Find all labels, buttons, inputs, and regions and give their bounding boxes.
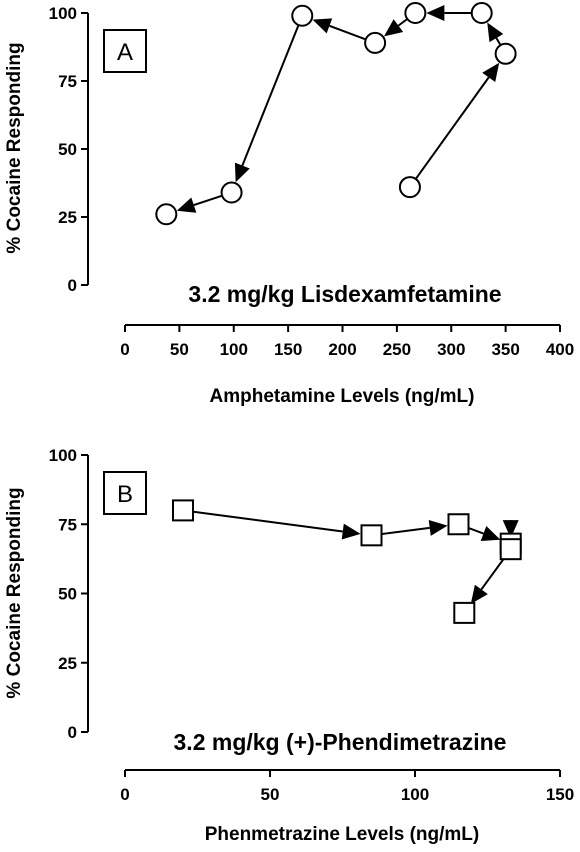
panel-a-x-tick-label: 150 xyxy=(274,340,302,359)
panel-a-y-tick-label: 25 xyxy=(58,208,77,227)
panel-a-y-ticks: 0 25 50 75 100 xyxy=(49,4,88,295)
panel-b-data-point xyxy=(499,538,522,561)
panel-a-series xyxy=(155,2,517,226)
panel-a-y-axis-label: % Cocaine Responding xyxy=(4,42,25,253)
panel-a-x-tick-label: 100 xyxy=(220,340,248,359)
panel-a-data-point xyxy=(291,4,314,27)
panel-b-data-point xyxy=(172,499,194,522)
panel-b-x-tick-label: 50 xyxy=(261,785,280,804)
panel-a-arrowhead xyxy=(234,162,250,183)
panel-a-arrowhead xyxy=(482,62,500,83)
panel-a-data-point xyxy=(404,2,427,24)
panel-a-y-tick-label: 50 xyxy=(58,140,77,159)
panel-b-data-point xyxy=(447,513,470,536)
panel-b-arrowhead xyxy=(470,584,488,604)
panel-a-x-axis-label: Amphetamine Levels (ng/mL) xyxy=(210,386,475,407)
panel-a-y-tick-label: 100 xyxy=(49,4,77,23)
panel-b-series xyxy=(172,499,522,624)
panel-a-data-point xyxy=(220,181,243,204)
panel-b: 0 25 50 75 100 0 50 100 150 B 3.2 mg/kg (+)-Phe… xyxy=(4,446,574,845)
panel-a-x-tick-label: 50 xyxy=(170,340,189,359)
panel-a-series-segment xyxy=(241,15,304,166)
panel-a-annotation: 3.2 mg/kg Lisdexamfetamine xyxy=(188,281,501,307)
panel-b-arrowhead xyxy=(502,520,519,539)
panel-a-arrowhead xyxy=(383,19,404,37)
panel-a-data-point xyxy=(494,42,517,65)
panel-b-y-tick-label: 75 xyxy=(58,515,77,534)
panel-a-data-point xyxy=(470,2,493,24)
panel-b-arrowhead xyxy=(341,523,361,540)
panel-a-x-tick-label: 300 xyxy=(437,340,465,359)
panel-a-y-tick-label: 0 xyxy=(68,276,77,295)
panel-b-arrowhead xyxy=(428,519,448,536)
panel-a-arrowhead xyxy=(312,18,333,34)
panel-a-x-tick-label: 200 xyxy=(328,340,356,359)
panel-a-x-tick-label: 350 xyxy=(491,340,519,359)
panel-b-y-tick-label: 0 xyxy=(68,723,77,742)
panel-a-arrowhead xyxy=(487,22,504,43)
panel-b-data-point xyxy=(453,601,476,624)
panel-a-y-tick-label: 75 xyxy=(58,72,77,91)
panel-b-annotation: 3.2 mg/kg (+)-Phendimetrazine xyxy=(174,729,507,755)
panel-a-arrowhead xyxy=(176,197,197,213)
panel-b-y-tick-label: 25 xyxy=(58,654,77,673)
panel-a-data-point xyxy=(398,176,421,199)
panel-b-x-tick-label: 100 xyxy=(401,785,429,804)
panel-b-y-tick-label: 50 xyxy=(58,585,77,604)
panel-b-x-tick-label: 0 xyxy=(120,785,129,804)
panel-a-label-box xyxy=(103,29,147,73)
panel-b-label-box xyxy=(103,471,147,515)
panel-b-x-ticks: 0 50 100 150 xyxy=(120,770,574,804)
panel-a-x-ticks: 0 50 100 150 200 250 300 350 400 xyxy=(120,325,574,359)
panel-b-series-segment xyxy=(182,509,343,533)
panel-a-x-tick-label: 250 xyxy=(383,340,411,359)
panel-b-data-point xyxy=(360,524,383,547)
panel-a-data-point xyxy=(155,203,178,226)
panel-a-x-tick-label: 400 xyxy=(546,340,574,359)
panel-b-label: B xyxy=(117,481,133,508)
panel-b-y-axis-label: % Cocaine Responding xyxy=(4,487,25,698)
panel-a-x-tick-label: 0 xyxy=(120,340,129,359)
panel-a-data-point xyxy=(364,31,387,54)
panel-b-y-ticks: 0 25 50 75 100 xyxy=(49,446,88,742)
panel-b-arrowhead xyxy=(480,526,501,542)
panel-b-y-tick-label: 100 xyxy=(49,446,77,465)
panel-a-label: A xyxy=(117,39,133,66)
panel-a-series-segment xyxy=(409,76,490,188)
panel-a-arrowhead xyxy=(426,5,445,21)
panel-a: 0 25 50 75 100 0 50 100 150 200 250 300 350 400 A 3.… xyxy=(4,2,574,407)
panel-b-x-axis-label: Phenmetrazine Levels (ng/mL) xyxy=(205,824,480,845)
panel-b-x-tick-label: 150 xyxy=(546,785,574,804)
